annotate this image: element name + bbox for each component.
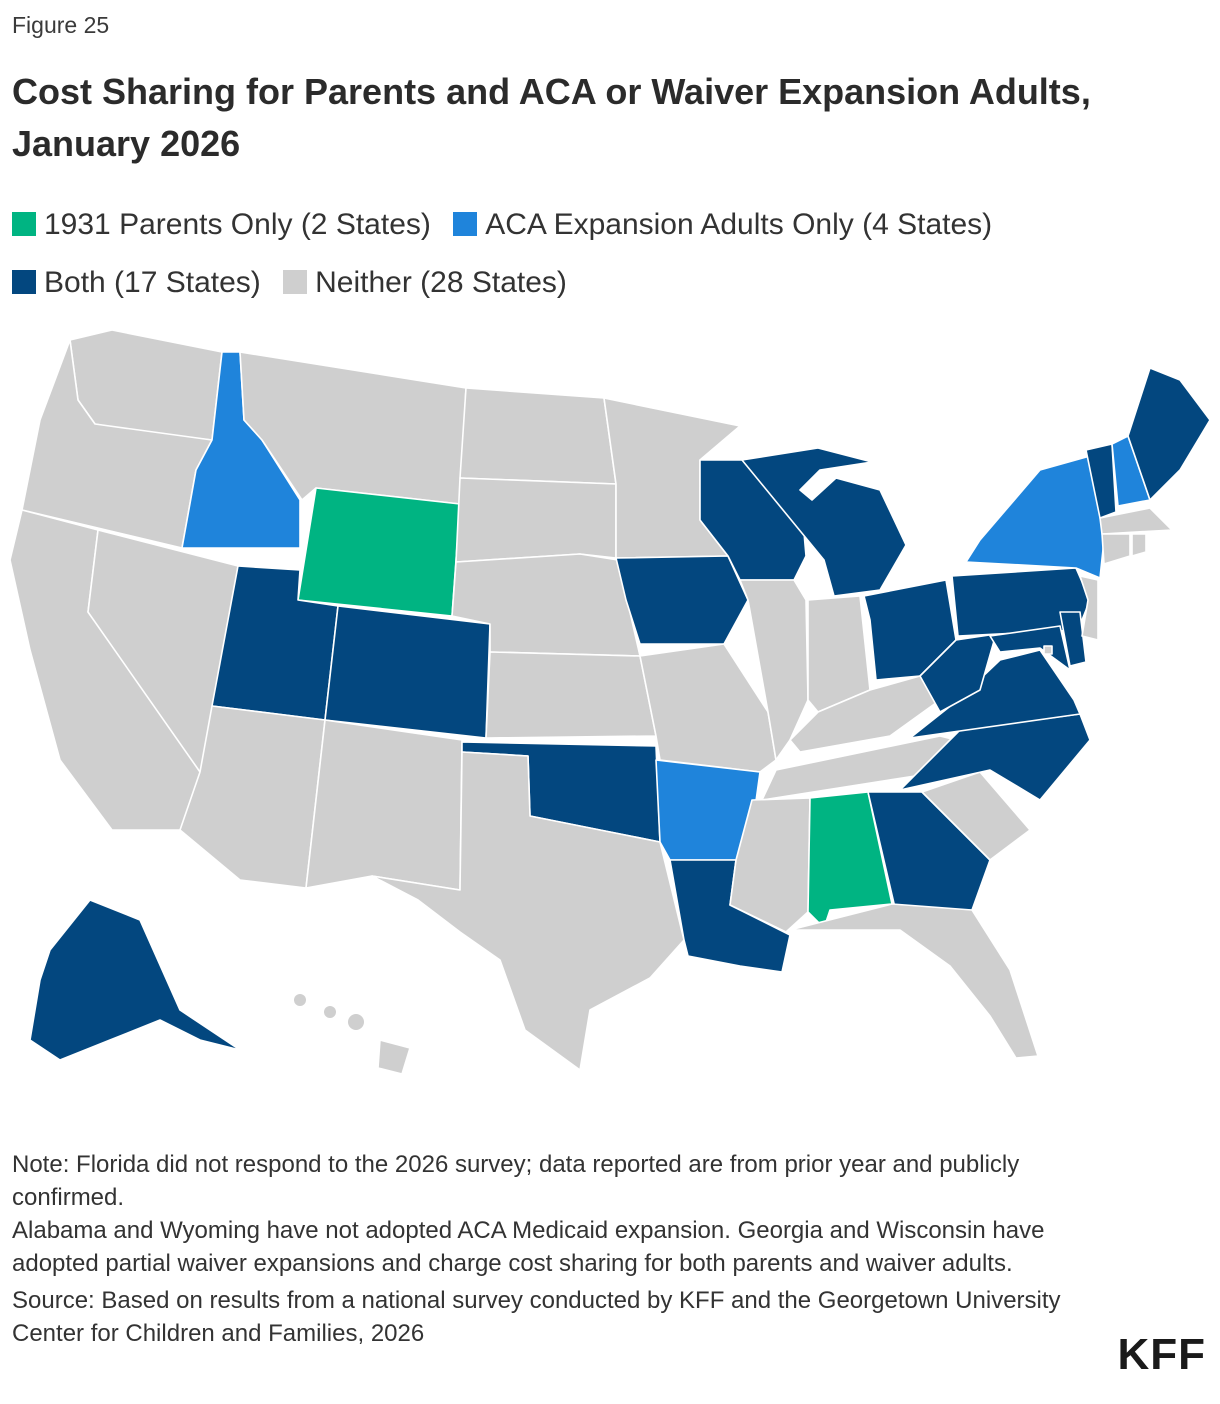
state-wv (919, 633, 997, 713)
state-mi (741, 447, 907, 597)
legend-swatch-parents (12, 212, 36, 236)
state-dc (1043, 645, 1053, 655)
state-nd (459, 387, 617, 485)
state-wy (297, 487, 461, 617)
state-sd (455, 477, 617, 563)
legend-label-parents: 1931 Parents Only (2 States) (44, 208, 431, 241)
state-ct (1101, 533, 1131, 565)
state-ri (1131, 533, 1147, 557)
legend-label-neither: Neither (28 States) (315, 266, 567, 299)
us-map (0, 318, 1220, 1088)
us-map-svg (9, 329, 1211, 1075)
state-md (989, 625, 1071, 671)
legend-label-aca: ACA Expansion Adults Only (4 States) (485, 208, 993, 241)
legend-label-both: Both (17 States) (44, 266, 261, 299)
state-vt (1085, 443, 1117, 519)
hawaii-island-3 (348, 1014, 364, 1030)
state-ga (867, 791, 991, 913)
state-ks (485, 651, 657, 739)
legend-item-aca: ACA Expansion Adults Only (4 States) (453, 196, 992, 254)
legend-item-neither: Neither (28 States) (283, 254, 567, 312)
state-nj (1079, 575, 1099, 641)
state-co (324, 605, 491, 739)
state-ny (965, 455, 1105, 579)
state-nm (305, 719, 463, 891)
legend-item-parents: 1931 Parents Only (2 States) (12, 196, 431, 254)
notes: Note: Florida did not respond to the 202… (12, 1148, 1092, 1350)
hawaii-island-1 (294, 994, 306, 1006)
state-mo (639, 643, 777, 773)
figure-label: Figure 25 (12, 12, 110, 38)
legend-swatch-aca (453, 212, 478, 236)
state-hi (377, 1039, 411, 1075)
state-de (1059, 611, 1087, 667)
legend-item-both: Both (17 States) (12, 254, 261, 312)
state-me (1127, 367, 1211, 501)
state-sc (921, 771, 1031, 861)
state-fl (789, 903, 1039, 1059)
chart-title: Cost Sharing for Parents and ACA or Waiv… (12, 71, 1091, 164)
state-tx (371, 751, 685, 1071)
legend-swatch-both (12, 270, 36, 294)
kff-logo: KFF (1117, 1330, 1206, 1379)
state-ma (1099, 507, 1173, 535)
state-ak (29, 899, 241, 1061)
state-pa (951, 567, 1091, 637)
source-note: Source: Based on results from a national… (12, 1287, 1061, 1347)
note-expansion: Alabama and Wyoming have not adopted ACA… (12, 1217, 1045, 1277)
hawaii-island-2 (324, 1006, 336, 1018)
state-ia (615, 555, 749, 645)
legend: 1931 Parents Only (2 States) ACA Expansi… (12, 196, 1208, 312)
legend-swatch-neither (283, 270, 308, 294)
note-florida: Note: Florida did not respond to the 202… (12, 1151, 1020, 1211)
